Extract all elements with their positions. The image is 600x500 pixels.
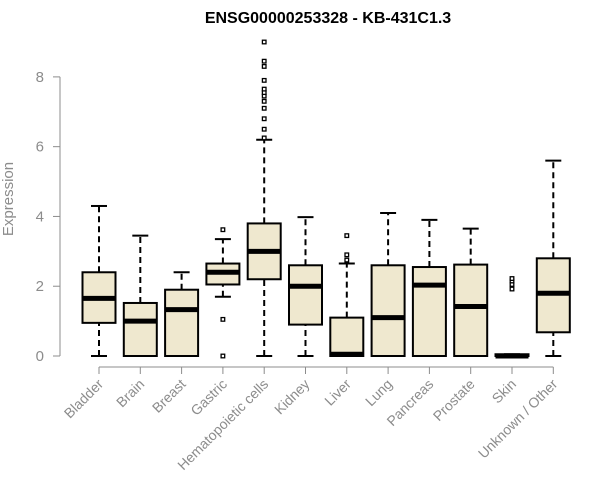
box-hematopoietic-cells [246, 39, 282, 357]
outlier-point [261, 58, 267, 64]
outlier-point [509, 286, 515, 292]
iqr-box [370, 264, 406, 357]
outlier-point [509, 276, 515, 281]
box-skin [494, 276, 530, 359]
iqr-box [164, 288, 200, 358]
outlier-point [261, 116, 267, 122]
box-unknown-other [535, 159, 571, 357]
outlier-point [261, 98, 267, 104]
box-prostate [453, 227, 489, 358]
iqr-box [122, 301, 158, 358]
outlier-point [261, 126, 267, 132]
outlier-point [261, 86, 267, 92]
outlier-point [220, 353, 226, 359]
x-tick-label: Kidney [271, 376, 313, 418]
y-tick-label: 6 [36, 139, 44, 156]
box-liver [329, 233, 365, 357]
box-pancreas [411, 218, 447, 357]
y-tick-label: 8 [36, 69, 44, 86]
x-tick-label: Bladder [61, 376, 107, 422]
box-gastric [205, 227, 241, 359]
outlier-point [261, 135, 267, 141]
outlier-point [261, 39, 267, 45]
iqr-box [411, 266, 447, 357]
y-axis: 0 2 4 6 8 [36, 69, 61, 365]
x-tick-label: Lung [362, 376, 395, 409]
y-tick-label: 2 [36, 278, 44, 295]
outlier-point [344, 233, 350, 239]
outlier-point [220, 227, 226, 233]
outlier-point [220, 316, 226, 322]
iqr-box [329, 316, 365, 357]
x-tick-label: Skin [489, 376, 520, 407]
boxes [81, 39, 571, 359]
y-tick-label: 0 [36, 348, 44, 365]
outlier-point [261, 63, 267, 69]
x-tick-label: Brain [113, 376, 147, 410]
x-tick-label: Prostate [430, 376, 478, 424]
outlier-point [261, 77, 267, 83]
box-brain [122, 234, 158, 358]
outlier-point [261, 105, 267, 111]
y-tick-label: 4 [36, 208, 44, 225]
y-axis-label: Expression [0, 162, 17, 236]
iqr-box [453, 263, 489, 358]
chart-title: ENSG00000253328 - KB-431C1.3 [205, 10, 451, 27]
box-bladder [81, 204, 117, 357]
outlier-point [344, 252, 350, 258]
x-tick-label: Liver [321, 376, 354, 409]
box-lung [370, 211, 406, 357]
box-kidney [288, 216, 323, 357]
box-breast [164, 271, 200, 358]
outlier-point [344, 257, 350, 263]
x-tick-label: Breast [149, 376, 189, 416]
iqr-box [288, 264, 323, 326]
